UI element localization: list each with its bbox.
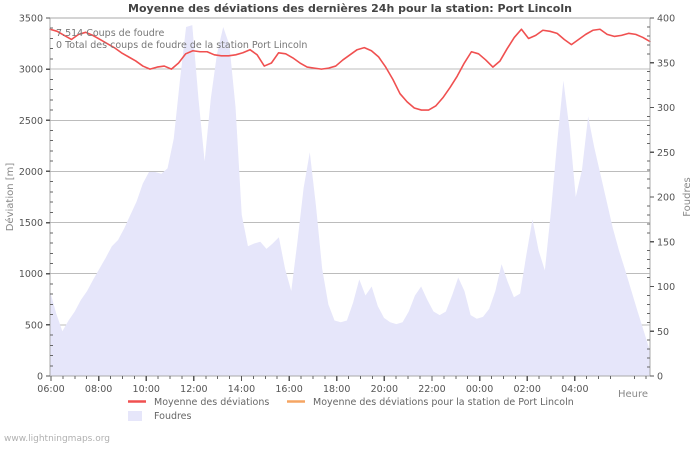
y-axis-left-tick-label: 0 [37,372,43,383]
y-axis-left-title: Déviation [m] [4,163,16,232]
y-axis-left-tick-label: 500 [25,320,43,331]
x-axis-tick-label: 00:00 [466,384,493,395]
x-axis-tick-label: 08:00 [85,384,112,395]
y-axis-right-tick-label: 150 [657,237,675,248]
y-axis-right-tick-label: 100 [657,282,675,293]
y-axis-left-tick-label: 3500 [19,14,43,25]
annotation-station-total: 0 Total des coups de foudre de la statio… [56,40,307,51]
y-axis-right-tick-label: 300 [657,103,675,114]
y-axis-left-tick-label: 3000 [19,65,43,76]
y-axis-right-tick-label: 200 [657,193,675,204]
x-axis-tick-label: 02:00 [513,384,540,395]
deviation-line-series [49,28,651,111]
legend-item[interactable]: Moyenne des déviations pour la station d… [287,397,574,408]
y-axis-left-tick-label: 2000 [19,167,43,178]
x-axis-tick-label: 16:00 [275,384,302,395]
y-axis-left-tick-label: 1000 [19,269,43,280]
y-axis-right-ticks: 0 50 100 150 200 250 300 350 400 [647,14,675,383]
y-axis-right-title: Foudres [682,177,693,216]
watermark-link[interactable]: www.lightningmaps.org [4,434,110,444]
x-axis-tick-label: 22:00 [418,384,445,395]
y-axis-left-ticks: 0 500 1000 1500 2000 2500 3000 3500 [19,14,53,383]
line-path-deviation [49,28,651,111]
x-axis-tick-label: 20:00 [371,384,398,395]
chart-title: Moyenne des déviations des dernières 24h… [128,2,572,15]
annotation-strokes-count: 7.514 Coups de foudre [56,28,164,39]
legend-label: Moyenne des déviations [154,397,269,408]
area-path-foudres [50,25,650,376]
legend-label: Foudres [154,411,192,422]
x-axis-ticks: 06:00 08:00 10:00 12:00 14:00 16:00 18:00 20:00… [37,376,647,395]
y-axis-right-tick-label: 350 [657,58,675,69]
y-axis-right-tick-label: 0 [657,372,663,383]
y-axis-left-tick-label: 2500 [19,116,43,127]
y-axis-left-tick-label: 1500 [19,218,43,229]
x-axis-tick-label: 04:00 [561,384,588,395]
x-axis-tick-label: 14:00 [228,384,255,395]
x-axis-tick-label: 10:00 [133,384,160,395]
x-axis-tick-label: 18:00 [323,384,350,395]
y-axis-right-tick-label: 50 [657,327,669,338]
legend-item[interactable]: Foudres [128,411,192,422]
legend-item[interactable]: Moyenne des déviations [128,397,269,408]
x-axis-tick-label: 12:00 [180,384,207,395]
strokes-area-series [50,25,650,376]
chart-legend: Moyenne des déviations Moyenne des déviat… [128,397,574,422]
y-axis-right-tick-label: 250 [657,148,675,159]
legend-label: Moyenne des déviations pour la station d… [313,397,574,408]
x-axis-title: Heure [618,389,648,400]
y-axis-right-tick-label: 400 [657,14,675,25]
x-axis-tick-label: 06:00 [37,384,64,395]
